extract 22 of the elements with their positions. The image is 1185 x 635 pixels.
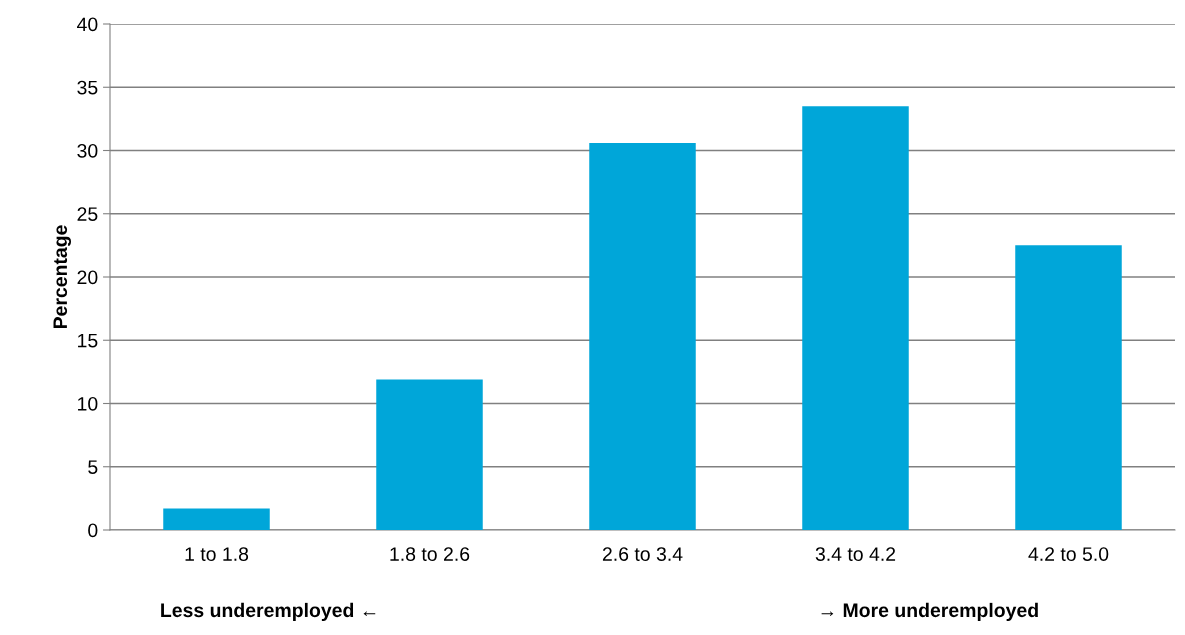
- bar: [163, 508, 270, 530]
- y-tick-label: 40: [77, 17, 98, 32]
- y-tick-label: 5: [88, 460, 98, 474]
- x-tick-label: 1 to 1.8: [185, 547, 249, 561]
- bar: [589, 142, 696, 530]
- y-tick-label: 0: [88, 523, 98, 538]
- y-axis-title: Percentage: [53, 225, 72, 329]
- text: Less underemployed ←: [161, 602, 376, 621]
- y-tick-label: 15: [78, 333, 98, 348]
- bar: [1015, 245, 1122, 530]
- bar: [802, 106, 909, 530]
- text: → More underemployed: [821, 602, 1038, 621]
- y-tick-label: 20: [77, 270, 98, 285]
- y-tick-label: 30: [77, 143, 98, 158]
- bar: [376, 379, 483, 530]
- y-tick-label: 25: [77, 207, 98, 221]
- x-tick-label: 4.2 to 5.0: [1028, 547, 1109, 561]
- x-tick-label: 1.8 to 2.6: [390, 547, 470, 561]
- y-tick-label: 35: [77, 80, 98, 95]
- x-tick-label: 2.6 to 3.4: [602, 547, 683, 561]
- y-tick-label: 10: [78, 396, 98, 411]
- x-tick-label: 3.4 to 4.2: [815, 547, 896, 561]
